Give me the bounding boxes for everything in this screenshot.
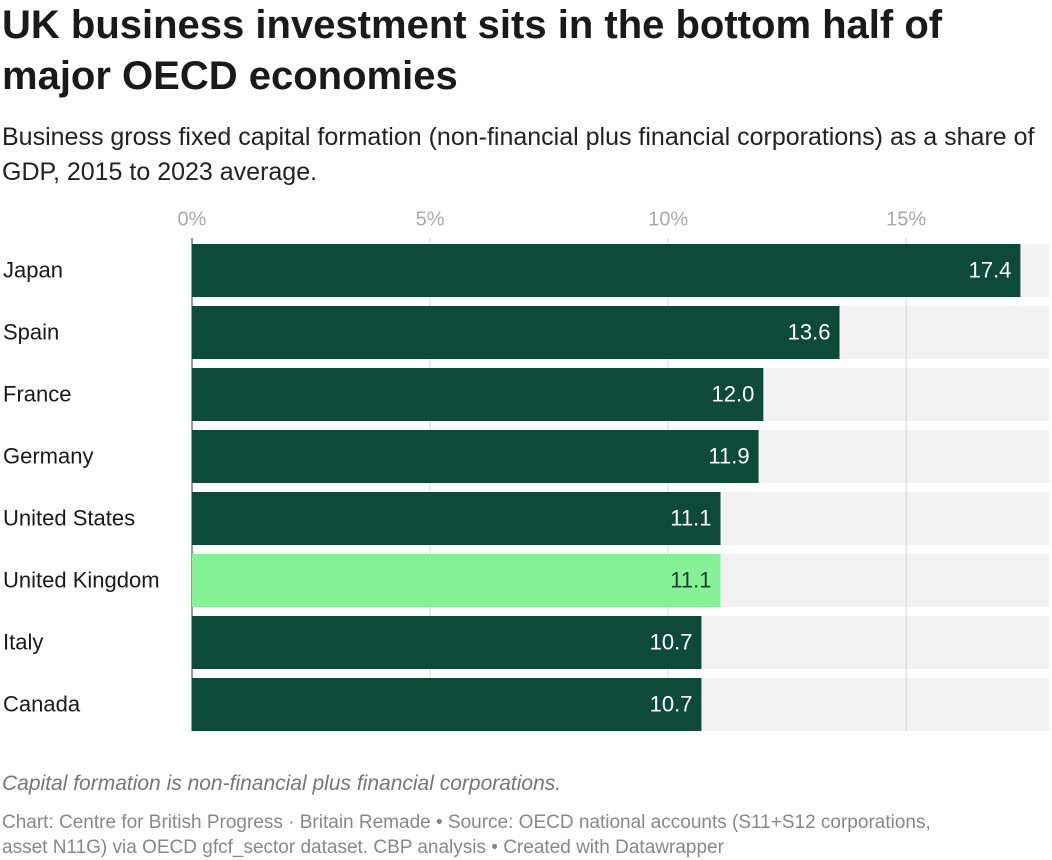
y-tick-label: Canada — [3, 691, 81, 716]
bar — [192, 678, 702, 731]
bar — [192, 306, 840, 359]
x-tick-label: 10% — [648, 208, 688, 230]
data-label: 11.9 — [708, 443, 749, 468]
chart-subtitle: Business gross fixed capital formation (… — [2, 123, 1035, 186]
chart-note: Capital formation is non-financial plus … — [2, 772, 562, 795]
y-tick-label: Germany — [3, 443, 93, 468]
data-label: 11.1 — [670, 505, 711, 530]
x-tick-label: 0% — [178, 208, 207, 230]
bar — [192, 492, 721, 545]
chart: 0% 5% 10% 15% Japan 17.4 Spain 13.6 France 12.0 Ge… — [3, 208, 1049, 731]
bar — [192, 430, 759, 483]
x-tick-label: 15% — [886, 208, 926, 230]
y-tick-label: Japan — [3, 257, 63, 282]
data-label: 13.6 — [788, 319, 831, 344]
y-tick-label: Italy — [3, 629, 43, 654]
data-label: 17.4 — [969, 257, 1012, 282]
y-tick-label: France — [3, 381, 71, 406]
y-tick-label: United States — [3, 505, 135, 530]
bar — [192, 244, 1021, 297]
bar — [192, 368, 764, 421]
y-tick-label: United Kingdom — [3, 567, 160, 592]
x-tick-label: 5% — [416, 208, 445, 230]
chart-title: UK business investment sits in the botto… — [2, 3, 943, 98]
data-label: 10.7 — [650, 629, 693, 654]
data-label: 11.1 — [670, 567, 711, 592]
chart-source: Chart: Centre for British Progress · Bri… — [2, 812, 931, 858]
data-label: 10.7 — [650, 691, 693, 716]
data-label: 12.0 — [712, 381, 755, 406]
bar — [192, 554, 721, 607]
y-tick-label: Spain — [3, 319, 59, 344]
bar — [192, 616, 702, 669]
